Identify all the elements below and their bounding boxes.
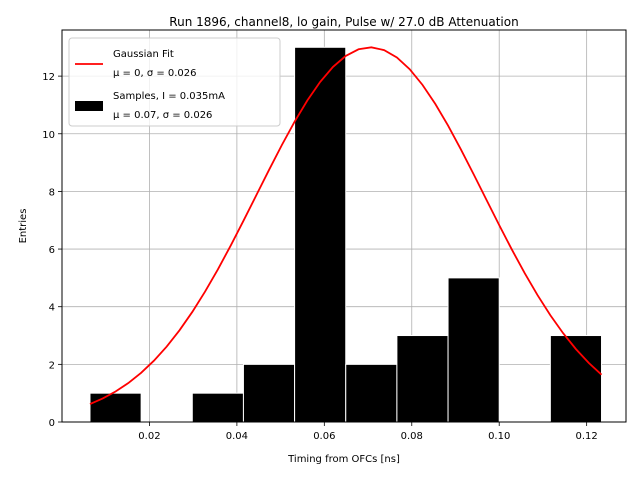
chart-title: Run 1896, channel8, lo gain, Pulse w/ 27… <box>169 15 518 29</box>
y-tick-label: 8 <box>49 187 55 198</box>
histogram-bar <box>191 392 244 423</box>
x-axis-label: Timing from OFCs [ns] <box>287 454 400 465</box>
y-tick-label: 6 <box>49 245 55 256</box>
histogram-bar <box>242 363 296 423</box>
histogram-bar <box>345 363 398 423</box>
x-axis-ticks: 0.02 0.04 0.06 0.08 0.10 0.12 <box>138 422 598 442</box>
legend-histogram-stats: μ = 0.07, σ = 0.026 <box>113 110 212 121</box>
legend-histogram-swatch <box>75 101 103 111</box>
y-tick-label: 2 <box>49 360 55 371</box>
gaussian-fit <box>89 46 603 405</box>
y-tick-label: 10 <box>42 130 55 141</box>
y-axis-label: Entries <box>18 209 29 244</box>
histogram-bar <box>447 277 500 423</box>
legend: Gaussian Fit μ = 0, σ = 0.026 Samples, I… <box>68 37 281 127</box>
x-tick-label: 0.08 <box>401 431 423 442</box>
histogram-bars <box>89 46 603 423</box>
histogram-bar <box>396 335 449 423</box>
y-tick-label: 12 <box>42 72 55 83</box>
histogram-bar <box>294 46 347 423</box>
histogram-bar <box>89 392 142 423</box>
x-tick-label: 0.06 <box>313 431 335 442</box>
plot-frame <box>61 29 627 423</box>
legend-fit-label: Gaussian Fit <box>113 49 174 60</box>
y-tick-label: 4 <box>49 303 55 314</box>
x-tick-label: 0.04 <box>226 431 248 442</box>
legend-box <box>68 37 281 127</box>
legend-fit-stats: μ = 0, σ = 0.026 <box>113 68 197 79</box>
fit-curve <box>89 46 603 405</box>
y-tick-label: 0 <box>49 418 55 429</box>
x-tick-label: 0.12 <box>576 431 598 442</box>
x-tick-label: 0.02 <box>138 431 160 442</box>
y-axis-ticks: 0 2 4 6 8 10 12 <box>42 72 62 429</box>
legend-histogram-label: Samples, I = 0.035mA <box>113 91 225 102</box>
x-tick-label: 0.10 <box>488 431 510 442</box>
